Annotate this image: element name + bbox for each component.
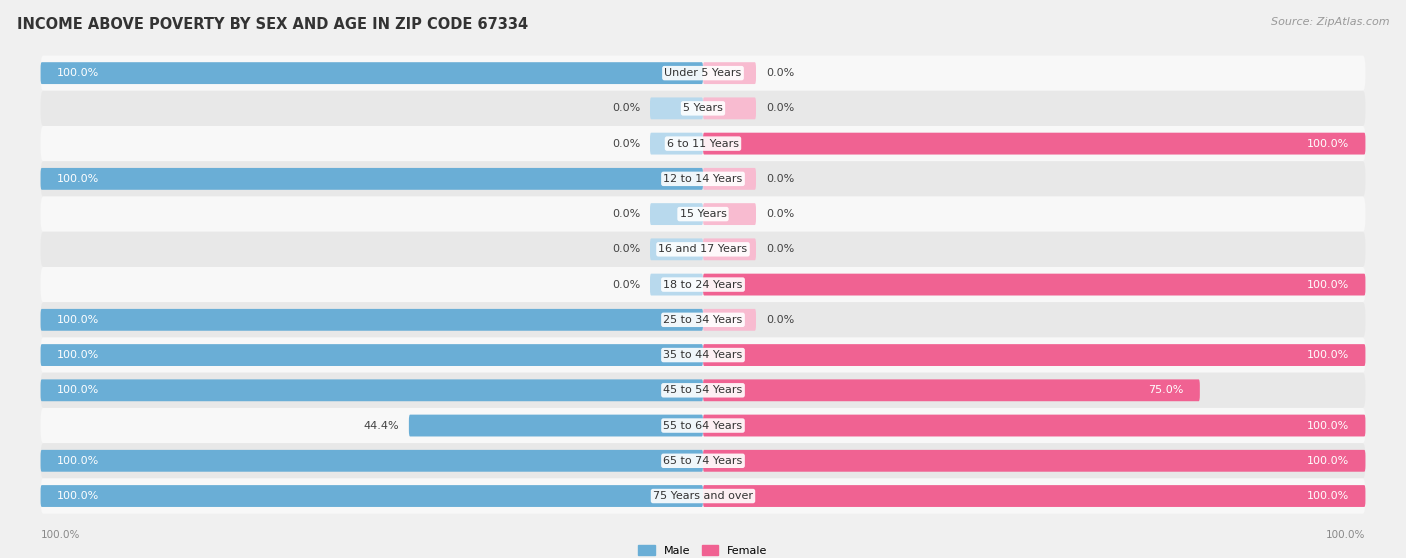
FancyBboxPatch shape <box>703 133 1365 155</box>
FancyBboxPatch shape <box>703 62 756 84</box>
Text: Under 5 Years: Under 5 Years <box>665 68 741 78</box>
FancyBboxPatch shape <box>41 196 1365 232</box>
Text: 100.0%: 100.0% <box>1306 138 1348 148</box>
Text: 75 Years and over: 75 Years and over <box>652 491 754 501</box>
FancyBboxPatch shape <box>41 443 1365 478</box>
FancyBboxPatch shape <box>41 126 1365 161</box>
Text: 100.0%: 100.0% <box>58 491 100 501</box>
FancyBboxPatch shape <box>41 55 1365 91</box>
FancyBboxPatch shape <box>41 373 1365 408</box>
Text: 100.0%: 100.0% <box>58 174 100 184</box>
Text: Source: ZipAtlas.com: Source: ZipAtlas.com <box>1271 17 1389 27</box>
FancyBboxPatch shape <box>41 450 703 472</box>
Text: 25 to 34 Years: 25 to 34 Years <box>664 315 742 325</box>
FancyBboxPatch shape <box>41 478 1365 514</box>
Text: 5 Years: 5 Years <box>683 103 723 113</box>
FancyBboxPatch shape <box>41 344 703 366</box>
Text: 0.0%: 0.0% <box>766 315 794 325</box>
Text: 0.0%: 0.0% <box>766 174 794 184</box>
Text: 100.0%: 100.0% <box>58 68 100 78</box>
FancyBboxPatch shape <box>41 168 703 190</box>
FancyBboxPatch shape <box>703 344 1365 366</box>
Text: 6 to 11 Years: 6 to 11 Years <box>666 138 740 148</box>
Text: 0.0%: 0.0% <box>766 68 794 78</box>
Text: 15 Years: 15 Years <box>679 209 727 219</box>
Text: 45 to 54 Years: 45 to 54 Years <box>664 386 742 395</box>
FancyBboxPatch shape <box>41 338 1365 373</box>
FancyBboxPatch shape <box>409 415 703 436</box>
Text: 100.0%: 100.0% <box>41 530 80 540</box>
Text: 35 to 44 Years: 35 to 44 Years <box>664 350 742 360</box>
Text: 18 to 24 Years: 18 to 24 Years <box>664 280 742 290</box>
FancyBboxPatch shape <box>650 238 703 260</box>
FancyBboxPatch shape <box>703 273 1365 296</box>
Text: 75.0%: 75.0% <box>1147 386 1184 395</box>
Text: 100.0%: 100.0% <box>58 386 100 395</box>
FancyBboxPatch shape <box>703 168 756 190</box>
Text: 0.0%: 0.0% <box>766 209 794 219</box>
Text: 100.0%: 100.0% <box>1326 530 1365 540</box>
FancyBboxPatch shape <box>703 238 756 260</box>
FancyBboxPatch shape <box>41 62 703 84</box>
Text: INCOME ABOVE POVERTY BY SEX AND AGE IN ZIP CODE 67334: INCOME ABOVE POVERTY BY SEX AND AGE IN Z… <box>17 17 529 32</box>
FancyBboxPatch shape <box>41 485 703 507</box>
Text: 100.0%: 100.0% <box>58 315 100 325</box>
FancyBboxPatch shape <box>41 302 1365 338</box>
FancyBboxPatch shape <box>703 98 756 119</box>
Text: 100.0%: 100.0% <box>1306 421 1348 431</box>
Text: 100.0%: 100.0% <box>58 456 100 466</box>
FancyBboxPatch shape <box>41 232 1365 267</box>
Text: 0.0%: 0.0% <box>612 244 640 254</box>
FancyBboxPatch shape <box>650 203 703 225</box>
FancyBboxPatch shape <box>41 161 1365 196</box>
FancyBboxPatch shape <box>41 408 1365 443</box>
Text: 0.0%: 0.0% <box>612 209 640 219</box>
Text: 100.0%: 100.0% <box>1306 491 1348 501</box>
Text: 44.4%: 44.4% <box>363 421 399 431</box>
Text: 100.0%: 100.0% <box>1306 350 1348 360</box>
Text: 16 and 17 Years: 16 and 17 Years <box>658 244 748 254</box>
FancyBboxPatch shape <box>703 485 1365 507</box>
Text: 100.0%: 100.0% <box>58 350 100 360</box>
FancyBboxPatch shape <box>703 450 1365 472</box>
FancyBboxPatch shape <box>650 98 703 119</box>
FancyBboxPatch shape <box>41 309 703 331</box>
FancyBboxPatch shape <box>703 415 1365 436</box>
FancyBboxPatch shape <box>41 267 1365 302</box>
Text: 55 to 64 Years: 55 to 64 Years <box>664 421 742 431</box>
Text: 12 to 14 Years: 12 to 14 Years <box>664 174 742 184</box>
FancyBboxPatch shape <box>650 273 703 296</box>
Legend: Male, Female: Male, Female <box>634 541 772 558</box>
FancyBboxPatch shape <box>703 203 756 225</box>
FancyBboxPatch shape <box>703 379 1199 401</box>
FancyBboxPatch shape <box>650 133 703 155</box>
Text: 100.0%: 100.0% <box>1306 456 1348 466</box>
Text: 0.0%: 0.0% <box>612 280 640 290</box>
FancyBboxPatch shape <box>41 379 703 401</box>
Text: 0.0%: 0.0% <box>766 103 794 113</box>
Text: 0.0%: 0.0% <box>612 103 640 113</box>
Text: 100.0%: 100.0% <box>1306 280 1348 290</box>
FancyBboxPatch shape <box>41 91 1365 126</box>
Text: 0.0%: 0.0% <box>612 138 640 148</box>
FancyBboxPatch shape <box>703 309 756 331</box>
Text: 65 to 74 Years: 65 to 74 Years <box>664 456 742 466</box>
Text: 0.0%: 0.0% <box>766 244 794 254</box>
